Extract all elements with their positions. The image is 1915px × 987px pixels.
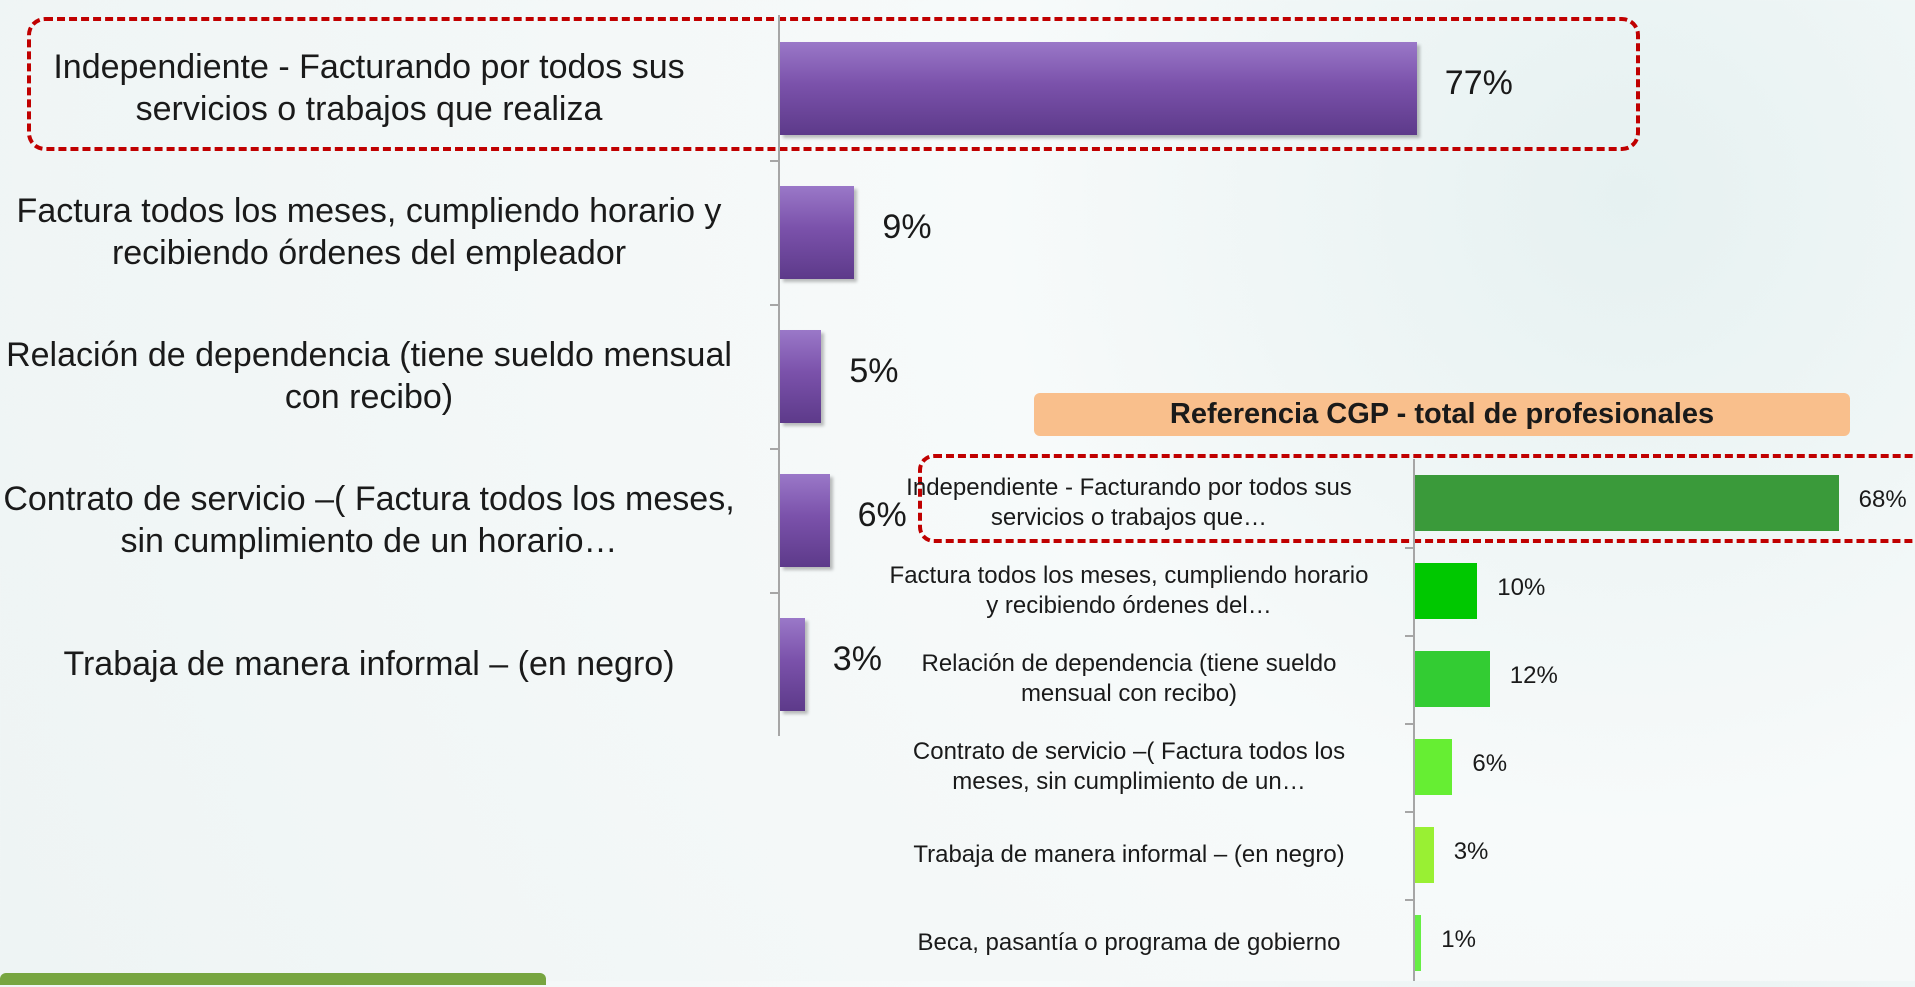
bar <box>1415 563 1478 619</box>
tick-mark <box>770 304 780 306</box>
chart-title: Referencia CGP - total de profesionales <box>1034 393 1850 436</box>
category-label: Relación de dependencia (tiene sueldo me… <box>921 650 1337 707</box>
tick-mark <box>1405 635 1415 637</box>
data-label: 68% <box>1858 486 1907 514</box>
category-label: Independiente - Facturando por todos sus… <box>53 47 685 129</box>
tick-mark <box>770 160 780 162</box>
tick-mark <box>770 448 780 450</box>
highlight-box <box>27 17 1640 151</box>
bar <box>1415 651 1490 707</box>
category-label: Trabaja de manera informal – (en negro) <box>913 841 1345 868</box>
category-label: Contrato de servicio –( Factura todos lo… <box>912 738 1346 795</box>
data-label: 6% <box>1472 750 1508 778</box>
footer-box <box>0 973 546 985</box>
data-label: 12% <box>1509 662 1558 690</box>
category-label: Factura todos los meses, cumpliendo hora… <box>16 191 722 273</box>
data-label: 3% <box>1453 838 1489 866</box>
tick-mark <box>770 592 780 594</box>
bar <box>780 329 822 423</box>
data-label: 1% <box>1441 926 1476 954</box>
bar <box>780 473 830 567</box>
bar <box>1415 827 1434 883</box>
data-label: 6% <box>857 496 907 535</box>
category-label: Relación de dependencia (tiene sueldo me… <box>6 335 732 417</box>
data-label: 77% <box>1444 64 1513 103</box>
bar <box>1415 739 1453 795</box>
bar <box>780 41 1417 135</box>
tick-mark <box>1405 723 1415 725</box>
category-label: Beca, pasantía o programa de gobierno <box>917 929 1341 956</box>
tick-mark <box>1405 899 1415 901</box>
data-label: 10% <box>1497 574 1546 602</box>
axis-line <box>1413 459 1415 981</box>
bar <box>1415 915 1422 971</box>
axis-line <box>778 15 780 736</box>
data-label: 9% <box>882 208 932 247</box>
tick-mark <box>1405 811 1415 813</box>
category-label: Independiente - Facturando por todos sus… <box>906 474 1352 531</box>
bar <box>780 617 805 711</box>
category-label: Contrato de servicio –( Factura todos lo… <box>3 479 735 561</box>
data-label: 3% <box>832 640 882 679</box>
category-label: Trabaja de manera informal – (en negro) <box>63 644 675 683</box>
bar <box>780 185 855 279</box>
data-label: 5% <box>849 352 899 391</box>
bar <box>1415 475 1839 531</box>
highlight-box <box>918 454 1915 543</box>
tick-mark <box>1405 547 1415 549</box>
category-label: Factura todos los meses, cumpliendo hora… <box>889 562 1369 619</box>
